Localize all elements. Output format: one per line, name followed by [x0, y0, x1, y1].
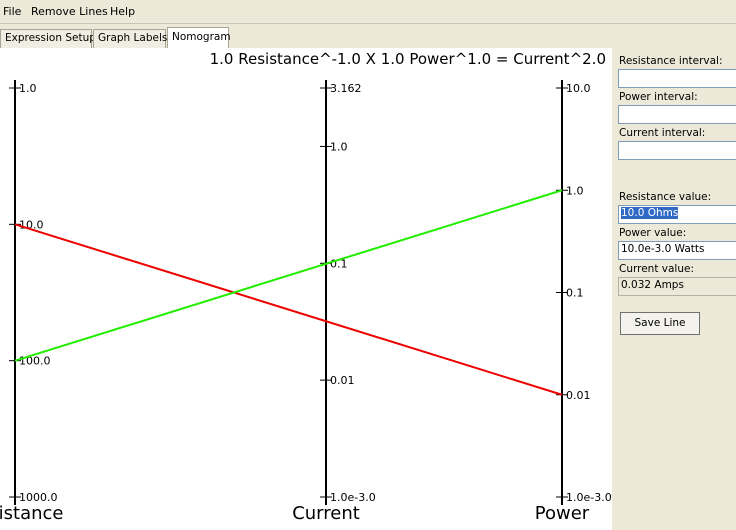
power-tick-label: 0.01 [566, 389, 591, 402]
tab-graph-labels[interactable]: Graph Labels [93, 29, 167, 48]
current-interval-field[interactable] [618, 141, 736, 160]
resistance-tick-label: 1.0 [19, 82, 37, 95]
resistance-tick-label: 1000.0 [19, 491, 58, 504]
green-nomogram-line [14, 189, 563, 362]
current-tick-label: 0.01 [330, 374, 355, 387]
menu-file[interactable]: File [3, 5, 22, 18]
current-tick-label: 3.162 [330, 82, 362, 95]
resistance-value-field[interactable]: 10.0 Ohms [618, 205, 736, 224]
power-tick-label: 1.0e-3.0 [566, 491, 612, 504]
power-value-field[interactable]: 10.0e-3.0 Watts [618, 241, 736, 260]
menu-help[interactable]: Help [110, 5, 136, 18]
power-tick-label: 0.1 [566, 287, 584, 300]
current-tick-label: 1.0 [330, 140, 348, 153]
current-tick-label: 1.0e-3.0 [330, 491, 376, 504]
power-interval-field[interactable] [618, 105, 736, 124]
current-value-field: 0.032 Amps [618, 277, 736, 296]
power-interval-label: Power interval: [619, 91, 698, 103]
current-value-label: Current value: [619, 263, 694, 275]
red-nomogram-line [14, 223, 563, 396]
power-tick-label: 10.0 [566, 82, 591, 95]
tab-nomogram[interactable]: Nomogram [167, 27, 231, 48]
side-panel: Resistance interval: Power interval: Cur… [612, 48, 736, 530]
current-axis-name: Current [292, 503, 360, 524]
menu-bar: File Remove Lines Help [0, 0, 736, 24]
current-interval-label: Current interval: [619, 127, 706, 139]
power-axis-name: Power [535, 503, 590, 524]
resistance-interval-field[interactable] [618, 69, 736, 88]
menu-remove-lines[interactable]: Remove Lines [31, 5, 108, 18]
power-tick-label: 1.0 [566, 184, 584, 197]
tab-strip: Expression Setup Graph Labels Nomogram [0, 24, 736, 48]
resistance-axis-name: Resistance [0, 503, 64, 524]
resistance-value-label: Resistance value: [619, 191, 712, 203]
resistance-value-text: 10.0 Ohms [621, 207, 679, 219]
tab-expression-setup[interactable]: Expression Setup [0, 29, 96, 48]
save-line-button[interactable]: Save Line [620, 312, 700, 335]
power-value-label: Power value: [619, 227, 687, 239]
resistance-tick-label: 100.0 [19, 355, 51, 368]
nomogram-canvas: 1.0 Resistance^-1.0 X 1.0 Power^1.0 = Cu… [0, 48, 612, 530]
resistance-interval-label: Resistance interval: [619, 55, 723, 67]
equation-title: 1.0 Resistance^-1.0 X 1.0 Power^1.0 = Cu… [209, 50, 606, 68]
